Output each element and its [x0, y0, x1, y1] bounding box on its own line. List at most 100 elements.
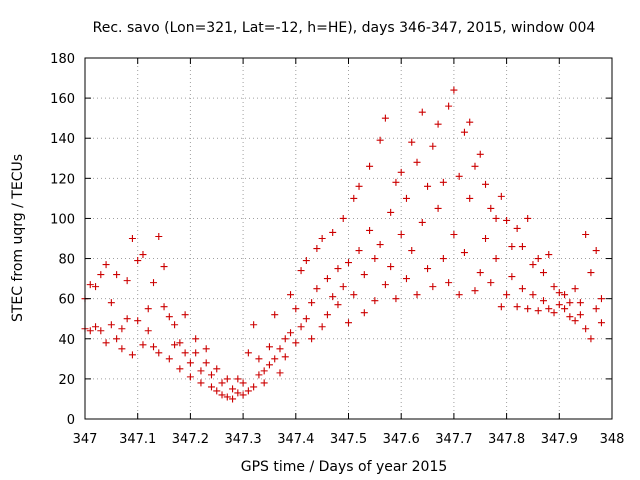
data-point [234, 389, 242, 397]
data-point [92, 323, 100, 331]
data-point [260, 367, 268, 375]
data-point [402, 275, 410, 283]
data-point [329, 293, 337, 301]
data-point [434, 120, 442, 128]
data-point [171, 341, 179, 349]
data-point [571, 285, 579, 293]
axis-ticks [84, 57, 613, 420]
data-point [318, 235, 326, 242]
data-point [466, 118, 474, 126]
data-point [381, 281, 389, 289]
data-point [539, 297, 547, 305]
data-point [518, 243, 526, 251]
x-tick-label: 347.8 [488, 432, 525, 447]
data-point [445, 279, 453, 287]
data-point [176, 365, 184, 373]
y-tick-label: 60 [58, 293, 75, 308]
data-point [255, 371, 263, 379]
data-point [292, 339, 300, 347]
data-point [302, 315, 310, 323]
y-tick-label: 0 [67, 413, 75, 428]
data-point [424, 265, 432, 273]
data-point [86, 327, 94, 335]
data-point [545, 305, 553, 313]
x-tick-label: 347.6 [383, 432, 420, 447]
data-point [582, 325, 590, 333]
data-point [118, 325, 126, 333]
data-point [492, 214, 500, 222]
data-point [276, 369, 284, 377]
data-point [471, 287, 479, 295]
data-point [329, 228, 337, 236]
data-point [366, 162, 374, 170]
data-point [413, 158, 421, 166]
data-point [86, 281, 94, 289]
data-point [171, 321, 179, 329]
data-point [92, 283, 100, 291]
data-point [239, 379, 247, 387]
data-point [202, 345, 210, 353]
data-point [460, 249, 468, 257]
data-point [508, 273, 516, 281]
data-point [97, 271, 105, 279]
data-point [308, 335, 316, 343]
data-point [218, 391, 226, 399]
data-point [381, 114, 389, 122]
data-point [192, 335, 200, 343]
data-point [281, 335, 289, 343]
data-point [281, 353, 289, 361]
y-tick-label: 80 [58, 253, 75, 268]
data-point [555, 301, 563, 309]
data-point [545, 251, 553, 259]
data-point [144, 305, 152, 313]
data-point [471, 162, 479, 170]
data-point [197, 379, 205, 387]
data-point [429, 142, 437, 150]
data-point [424, 182, 432, 190]
data-point [345, 319, 352, 327]
data-point [186, 373, 194, 381]
data-point [265, 361, 273, 369]
data-points [81, 86, 605, 403]
data-point [123, 315, 131, 323]
data-point [128, 351, 136, 359]
data-point [223, 375, 231, 383]
data-point [229, 385, 237, 393]
data-point [450, 86, 458, 94]
data-point [429, 283, 437, 291]
data-point [292, 305, 300, 313]
data-point [508, 243, 516, 251]
x-tick-labels: 347 347.1 347.2 347.3 347.4 347.5 347.6 347.7 34… [73, 432, 625, 447]
grid [85, 58, 612, 419]
y-tick-label: 100 [50, 212, 75, 227]
data-point [139, 251, 147, 259]
data-point [476, 269, 484, 277]
data-point [186, 359, 194, 367]
data-point [239, 391, 247, 399]
data-point [123, 277, 131, 285]
chart-title: Rec. savo (Lon=321, Lat=-12, h=HE), days… [93, 20, 596, 36]
data-point [360, 309, 368, 317]
data-point [202, 359, 210, 367]
data-point [397, 230, 405, 238]
data-point [339, 214, 347, 222]
y-tick-label: 20 [58, 373, 75, 388]
data-point [271, 311, 279, 319]
data-point [181, 349, 189, 357]
data-point [313, 285, 321, 293]
data-point [155, 232, 163, 240]
data-point [582, 230, 590, 238]
data-point [371, 297, 379, 305]
data-point [503, 291, 511, 299]
data-point [107, 299, 115, 307]
data-point [118, 345, 126, 353]
data-point [102, 339, 110, 347]
data-point [334, 265, 342, 273]
data-point [550, 283, 558, 291]
data-point [387, 208, 395, 216]
y-tick-label: 120 [50, 172, 75, 187]
data-point [255, 355, 263, 363]
x-tick-label: 347.3 [224, 432, 261, 447]
data-point [566, 299, 574, 307]
